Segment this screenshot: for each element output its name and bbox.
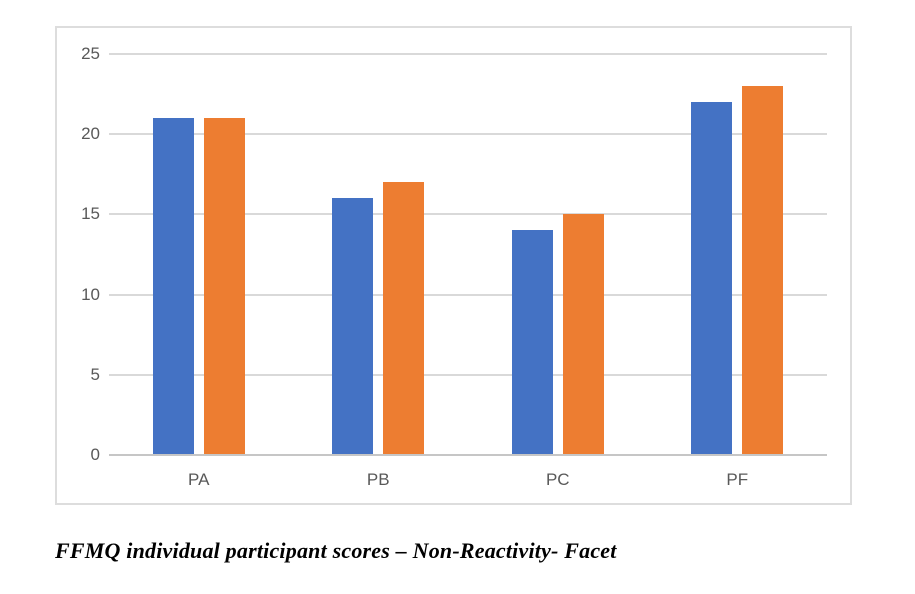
bar-series-2-pb xyxy=(383,182,425,455)
y-gridline xyxy=(109,53,827,55)
bar-series-1-pa xyxy=(152,118,194,455)
x-axis-label-pb: PB xyxy=(366,470,390,489)
x-axis-label-pc: PC xyxy=(545,470,570,489)
plot-area: 0 5 10 15 20 25 PA PB PC PF xyxy=(81,45,828,488)
bar-series-1-pc xyxy=(511,230,553,455)
y-gridline xyxy=(109,213,827,216)
bar-group-pc xyxy=(468,54,648,455)
y-axis-tick-label: 25 xyxy=(81,44,100,63)
x-axis-line xyxy=(109,454,827,456)
y-gridline xyxy=(109,133,827,136)
y-axis-tick-label: 0 xyxy=(90,445,100,464)
bar-series-1-pf xyxy=(691,102,733,455)
y-gridline xyxy=(109,373,827,376)
bar-series-2-pf xyxy=(742,86,784,455)
y-axis-tick-label: 15 xyxy=(81,204,100,224)
bar-series-2-pc xyxy=(562,214,604,455)
bar-series-2-pa xyxy=(203,118,245,455)
x-axis-label-pa: PA xyxy=(188,470,210,489)
bar-group-pa xyxy=(109,54,289,455)
x-axis-label-pf: PF xyxy=(726,470,749,489)
y-axis-tick-label: 5 xyxy=(90,364,100,384)
bar-series-1-pb xyxy=(332,198,374,455)
y-axis-tick-label: 10 xyxy=(81,284,100,304)
figure-caption: FFMQ individual participant scores – Non… xyxy=(55,538,617,563)
bar-group-pb xyxy=(289,54,469,455)
bar-group-pf xyxy=(648,54,828,455)
bar-chart: 0 5 10 15 20 25 PA PB PC PF xyxy=(55,26,852,505)
y-gridline xyxy=(109,293,827,296)
y-axis-tick-label: 20 xyxy=(81,124,100,144)
